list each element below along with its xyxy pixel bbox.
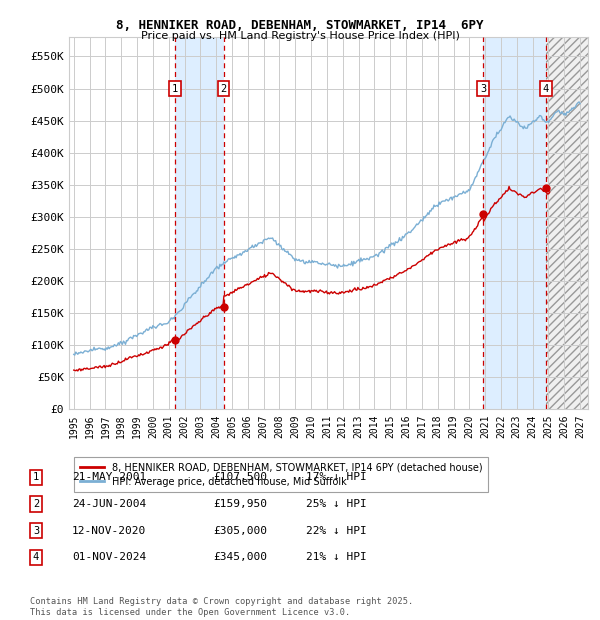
- Text: 8, HENNIKER ROAD, DEBENHAM, STOWMARKET, IP14  6PY: 8, HENNIKER ROAD, DEBENHAM, STOWMARKET, …: [116, 19, 484, 32]
- Text: 3: 3: [33, 526, 39, 536]
- Text: £159,950: £159,950: [213, 499, 267, 509]
- Text: 3: 3: [480, 84, 486, 94]
- Text: 01-NOV-2024: 01-NOV-2024: [72, 552, 146, 562]
- Text: Contains HM Land Registry data © Crown copyright and database right 2025.
This d: Contains HM Land Registry data © Crown c…: [30, 598, 413, 617]
- Text: £107,500: £107,500: [213, 472, 267, 482]
- Text: £345,000: £345,000: [213, 552, 267, 562]
- Bar: [175, 37, 224, 409]
- Text: 1: 1: [172, 84, 178, 94]
- Bar: [546, 37, 588, 409]
- Text: 21% ↓ HPI: 21% ↓ HPI: [306, 552, 367, 562]
- Text: £305,000: £305,000: [213, 526, 267, 536]
- Text: 2: 2: [221, 84, 227, 94]
- Text: 1: 1: [33, 472, 39, 482]
- Text: 4: 4: [543, 84, 549, 94]
- Text: 2: 2: [33, 499, 39, 509]
- Text: 24-JUN-2004: 24-JUN-2004: [72, 499, 146, 509]
- Text: 17% ↓ HPI: 17% ↓ HPI: [306, 472, 367, 482]
- Bar: [483, 37, 546, 409]
- Text: 21-MAY-2001: 21-MAY-2001: [72, 472, 146, 482]
- Text: 25% ↓ HPI: 25% ↓ HPI: [306, 499, 367, 509]
- Legend: 8, HENNIKER ROAD, DEBENHAM, STOWMARKET, IP14 6PY (detached house), HPI: Average : 8, HENNIKER ROAD, DEBENHAM, STOWMARKET, …: [74, 457, 488, 492]
- Text: Price paid vs. HM Land Registry's House Price Index (HPI): Price paid vs. HM Land Registry's House …: [140, 31, 460, 41]
- Text: 4: 4: [33, 552, 39, 562]
- Text: 12-NOV-2020: 12-NOV-2020: [72, 526, 146, 536]
- Text: 22% ↓ HPI: 22% ↓ HPI: [306, 526, 367, 536]
